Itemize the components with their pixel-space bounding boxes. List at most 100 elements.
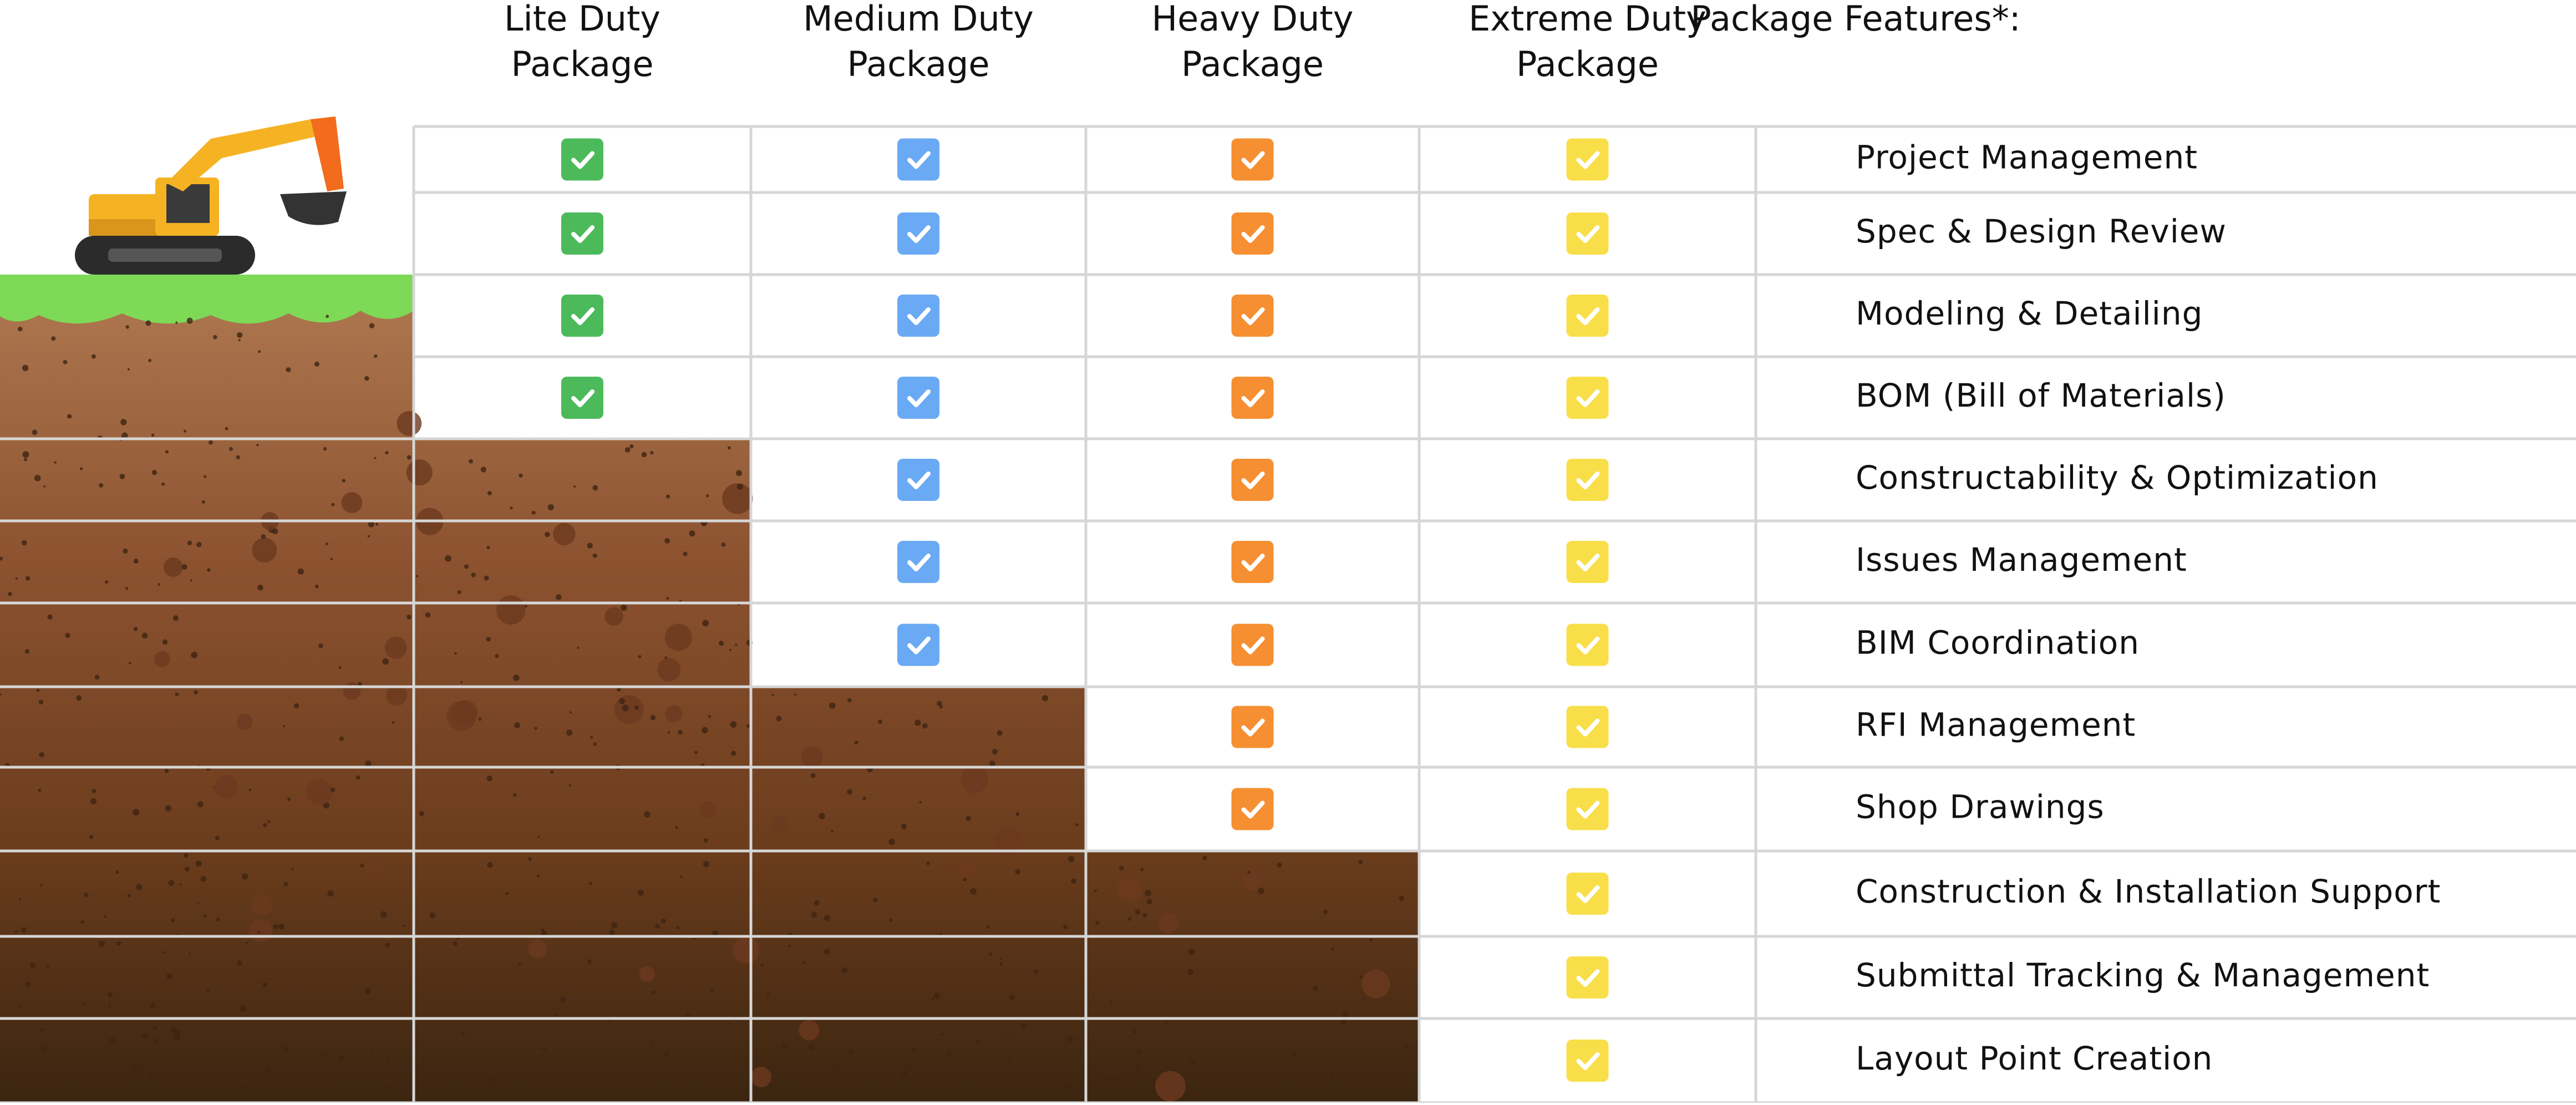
rock	[1362, 998, 1365, 1001]
rock	[370, 1049, 373, 1052]
check-glyph	[1576, 389, 1600, 407]
rock	[226, 1087, 231, 1091]
rock	[1034, 969, 1039, 974]
rock	[939, 705, 943, 709]
feature-label: Constructability & Optimization	[1856, 459, 2379, 496]
rock	[536, 874, 540, 878]
rock	[286, 367, 291, 372]
rock	[833, 1068, 837, 1073]
rock	[216, 918, 220, 921]
check-bg	[1231, 788, 1274, 830]
rock	[811, 911, 817, 918]
rock	[730, 721, 737, 728]
rock	[0, 556, 3, 561]
rock	[1063, 925, 1068, 929]
rock	[766, 992, 770, 995]
rock	[83, 892, 89, 898]
rock	[713, 1062, 717, 1066]
check-bg	[1566, 459, 1609, 501]
check-bg	[1566, 295, 1609, 337]
rock	[76, 695, 82, 701]
rock	[386, 685, 408, 706]
rock	[518, 963, 521, 966]
rock	[355, 775, 360, 780]
rock	[236, 455, 240, 459]
rock	[1135, 1064, 1140, 1069]
rock	[128, 894, 131, 898]
rock	[901, 823, 907, 830]
rock	[770, 1087, 777, 1094]
rock	[478, 717, 482, 721]
rock	[676, 926, 680, 930]
rock	[829, 702, 836, 709]
rock	[368, 521, 375, 528]
rock	[195, 860, 202, 867]
rock	[519, 473, 523, 478]
rock	[1323, 909, 1328, 914]
rock	[384, 636, 407, 659]
rock	[1361, 969, 1390, 998]
rock	[165, 805, 172, 812]
rock	[453, 941, 458, 946]
soil-cell	[414, 767, 751, 851]
rock	[278, 923, 285, 930]
check-glyph	[907, 554, 931, 571]
rock	[1330, 1072, 1335, 1077]
rock	[961, 765, 989, 793]
rock	[104, 915, 107, 918]
rock	[886, 1089, 891, 1094]
rock	[314, 361, 320, 367]
rock	[1340, 1018, 1347, 1025]
rock	[629, 444, 634, 449]
rock	[663, 1050, 670, 1057]
rock	[24, 458, 27, 462]
rock	[415, 575, 419, 577]
rock	[149, 1073, 153, 1077]
check-glyph	[907, 472, 931, 489]
check-bg	[1566, 1040, 1609, 1082]
rock	[1094, 889, 1098, 893]
rock	[407, 455, 411, 460]
rock	[197, 801, 204, 808]
rock	[664, 624, 692, 651]
rock	[847, 789, 852, 795]
feature-label: RFI Management	[1856, 706, 2136, 744]
check-box	[897, 459, 939, 501]
feature-label: Project Management	[1856, 139, 2198, 176]
rock	[1135, 1048, 1142, 1055]
cells	[0, 138, 1609, 1103]
rock	[314, 584, 319, 589]
rock	[90, 798, 96, 804]
rock	[650, 450, 654, 455]
rock	[555, 1013, 558, 1016]
check-box	[1566, 956, 1609, 998]
rock	[1127, 917, 1132, 921]
check-bg	[897, 138, 939, 181]
rock	[699, 801, 717, 819]
check-bg	[897, 624, 939, 666]
rock	[185, 866, 190, 872]
rock	[380, 911, 387, 918]
check-glyph	[1576, 636, 1600, 655]
rock	[200, 876, 207, 882]
rock	[702, 620, 709, 627]
rock	[369, 323, 375, 328]
rock	[153, 1025, 157, 1030]
check-bg	[561, 138, 603, 181]
rock	[1140, 868, 1144, 871]
rock	[18, 898, 22, 901]
check-bg	[1566, 706, 1609, 748]
check-bg	[561, 377, 603, 419]
check-bg	[1566, 541, 1609, 583]
rock	[1313, 986, 1318, 991]
package-title: Heavy Duty	[1152, 0, 1354, 39]
rock	[727, 1022, 730, 1025]
rock	[592, 485, 598, 491]
check-glyph	[571, 151, 595, 169]
check-box	[1231, 788, 1274, 830]
rock	[367, 535, 370, 538]
rock	[89, 835, 94, 839]
rock	[184, 853, 189, 858]
rock	[685, 1013, 690, 1018]
